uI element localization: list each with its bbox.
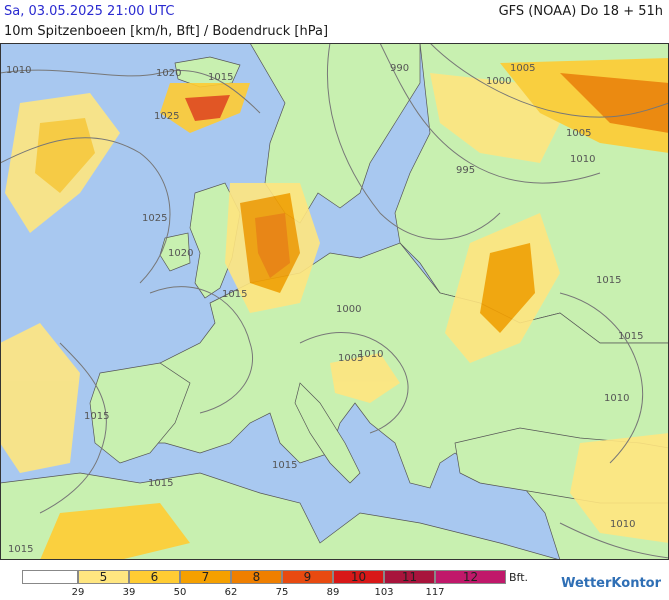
isobar-label: 1010 bbox=[358, 349, 383, 360]
isobar-label: 1010 bbox=[610, 519, 635, 530]
wind-gust-map: 1010 1020 1015 1025 1025 1020 1015 1015 … bbox=[0, 43, 669, 560]
legend-swatch-bft11: 11 bbox=[384, 570, 435, 584]
legend-tick: 89 bbox=[326, 587, 340, 598]
isobar-label: 1020 bbox=[156, 68, 181, 79]
isobar-label: 1015 bbox=[596, 275, 621, 286]
map-subtitle: 10m Spitzenboeen [km/h, Bft] / Bodendruc… bbox=[4, 24, 329, 39]
isobar-label: 1025 bbox=[154, 111, 179, 122]
legend-swatch-bft8: 8 bbox=[231, 570, 282, 584]
legend-swatch-bft12: 12 bbox=[435, 570, 506, 584]
isobar-label: 1000 bbox=[486, 76, 511, 87]
legend-tick: 117 bbox=[425, 587, 445, 598]
legend-tick: 62 bbox=[224, 587, 238, 598]
legend-swatch-bft5: 5 bbox=[78, 570, 129, 584]
isobar-label: 1005 bbox=[566, 128, 591, 139]
isobar-label: 1015 bbox=[84, 411, 109, 422]
legend-tick: 39 bbox=[122, 587, 136, 598]
isobar-label: 1015 bbox=[148, 478, 173, 489]
isobar-label: 1010 bbox=[570, 154, 595, 165]
isobar-label: 1000 bbox=[336, 304, 361, 315]
isobar-label: 1015 bbox=[272, 460, 297, 471]
legend-swatch-empty bbox=[22, 570, 78, 584]
legend-swatch-bft10: 10 bbox=[333, 570, 384, 584]
isobar-label: 1025 bbox=[142, 213, 167, 224]
forecast-datetime: Sa, 03.05.2025 21:00 UTC bbox=[4, 4, 175, 19]
brand-logo[interactable]: WetterKontor bbox=[561, 576, 661, 591]
isobar-label: 1015 bbox=[8, 544, 33, 555]
legend-tick: 29 bbox=[71, 587, 85, 598]
isobar-label: 1015 bbox=[618, 331, 643, 342]
legend-swatch-bft7: 7 bbox=[180, 570, 231, 584]
model-run-label: GFS (NOAA) Do 18 + 51h bbox=[498, 4, 663, 19]
isobar-label: 1015 bbox=[208, 72, 233, 83]
legend-swatch-bft6: 6 bbox=[129, 570, 180, 584]
gust-shading bbox=[0, 58, 669, 560]
isobar-labels: 1010 1020 1015 1025 1025 1020 1015 1015 … bbox=[6, 63, 643, 555]
isobar-lines bbox=[0, 43, 669, 559]
isobar-label: 1020 bbox=[168, 248, 193, 259]
isobar-label: 1005 bbox=[510, 63, 535, 74]
legend-tick: 103 bbox=[374, 587, 394, 598]
legend-swatch-bft9: 9 bbox=[282, 570, 333, 584]
isobar-label: 1015 bbox=[222, 289, 247, 300]
legend-tick: 75 bbox=[275, 587, 289, 598]
isobar-label: 990 bbox=[390, 63, 409, 74]
isobar-label: 1010 bbox=[6, 65, 31, 76]
legend-tick: 50 bbox=[173, 587, 187, 598]
isobar-label: 995 bbox=[456, 165, 475, 176]
isobar-label: 1010 bbox=[604, 393, 629, 404]
legend-unit: Bft. bbox=[509, 571, 529, 584]
color-legend: 5 6 7 8 9 10 11 12 Bft. 29 39 50 62 75 8… bbox=[0, 565, 669, 600]
isobar-label: 1005 bbox=[338, 353, 363, 364]
